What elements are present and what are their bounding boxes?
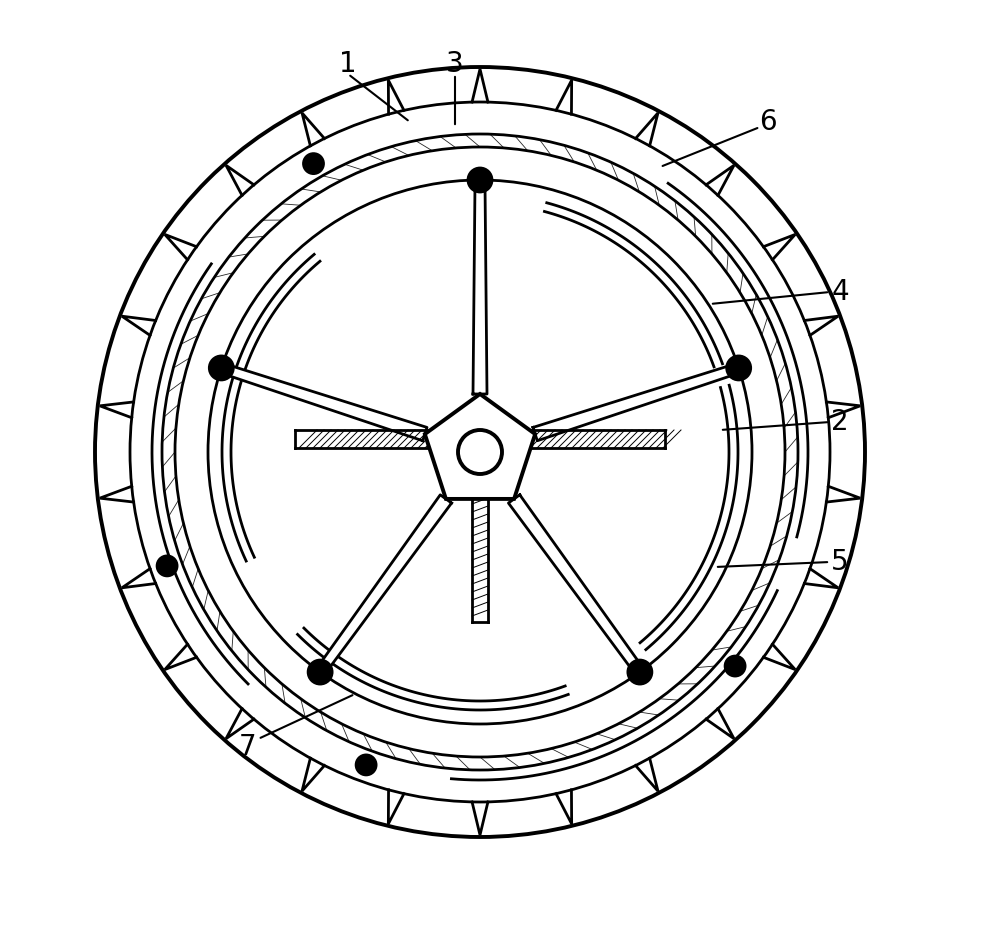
- Text: 4: 4: [831, 278, 849, 306]
- Polygon shape: [508, 495, 642, 672]
- Circle shape: [725, 656, 745, 676]
- Circle shape: [304, 154, 324, 173]
- Circle shape: [308, 660, 332, 684]
- Polygon shape: [473, 184, 487, 394]
- Text: 5: 5: [831, 548, 849, 576]
- Text: 1: 1: [339, 50, 357, 78]
- Polygon shape: [425, 394, 535, 499]
- Text: 6: 6: [759, 108, 777, 136]
- Circle shape: [209, 356, 233, 380]
- Text: 2: 2: [831, 408, 849, 436]
- Text: 3: 3: [446, 50, 464, 78]
- Circle shape: [468, 168, 492, 192]
- Polygon shape: [318, 495, 452, 672]
- Text: 7: 7: [239, 733, 257, 761]
- Polygon shape: [533, 365, 736, 441]
- Circle shape: [356, 755, 376, 775]
- Circle shape: [628, 660, 652, 684]
- Circle shape: [727, 356, 751, 380]
- Circle shape: [157, 556, 177, 576]
- Polygon shape: [224, 365, 427, 441]
